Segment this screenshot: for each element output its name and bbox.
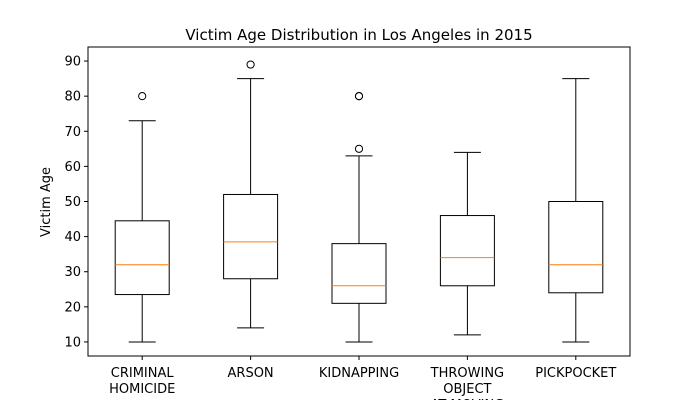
x-tick-label-line: KIDNAPPING xyxy=(319,366,399,381)
iqr-box xyxy=(114,220,170,296)
outlier-point xyxy=(354,144,364,153)
y-tick-label: 60 xyxy=(64,160,81,175)
outlier-point xyxy=(246,60,255,69)
x-tick-label-line: CRIMINAL xyxy=(111,366,175,381)
x-tick-label-line: PICKPOCKET xyxy=(535,366,616,381)
x-tick-label-line: OBJECT xyxy=(443,382,491,397)
y-axis-label: Victim Age xyxy=(39,167,54,237)
box-group xyxy=(439,151,495,336)
x-tick-label-line: THROWING xyxy=(430,366,504,381)
iqr-box xyxy=(439,215,495,287)
y-tick-label: 50 xyxy=(64,195,81,210)
y-tick-label: 90 xyxy=(64,55,81,70)
y-tick-label: 70 xyxy=(64,125,81,140)
y-tick-label: 40 xyxy=(64,230,81,245)
y-tick-label: 80 xyxy=(64,90,81,105)
outlier-point xyxy=(138,92,147,101)
chart-title: Victim Age Distribution in Los Angeles i… xyxy=(185,26,532,44)
box-group xyxy=(331,92,387,343)
outlier-point xyxy=(354,92,364,101)
y-tick-label: 30 xyxy=(64,265,81,280)
y-tick-label: 10 xyxy=(64,335,81,350)
x-tick-label: ARSON xyxy=(228,366,274,381)
iqr-box xyxy=(331,243,387,304)
x-tick-label-line: AT MOVING xyxy=(431,398,505,400)
box-group xyxy=(114,92,170,343)
y-tick-label: 20 xyxy=(64,300,81,315)
x-tick-label: CRIMINAL HOMICIDE xyxy=(109,366,175,397)
box-group xyxy=(548,78,604,343)
x-tick-label: KIDNAPPING xyxy=(319,366,399,381)
iqr-box xyxy=(223,193,279,280)
x-tick-label: THROWINGOBJECTAT MOVING xyxy=(430,366,505,400)
box-group xyxy=(223,60,279,329)
y-axis: 10 20 30 40 50 60 70 80 90 xyxy=(64,55,88,350)
boxes xyxy=(114,60,604,343)
iqr-box xyxy=(548,201,604,294)
x-tick-label: PICKPOCKET xyxy=(535,366,616,381)
x-tick-label-line: HOMICIDE xyxy=(109,382,175,397)
x-axis: CRIMINAL HOMICIDE ARSON KIDNAPPING THROWING O… xyxy=(109,356,616,400)
x-tick-label-line: ARSON xyxy=(228,366,274,381)
